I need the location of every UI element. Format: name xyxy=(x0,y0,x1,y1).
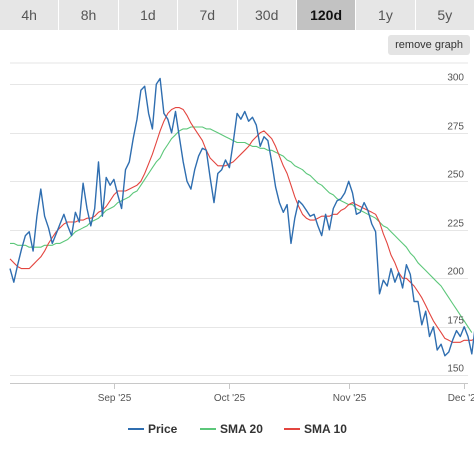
x-tick-label: Nov '25 xyxy=(333,393,367,404)
series-line-price xyxy=(9,77,474,357)
y-tick-label: 175 xyxy=(447,316,464,327)
legend-label: Price xyxy=(148,422,178,436)
x-tick-label: Oct '25 xyxy=(214,393,246,404)
x-tick-label: Dec '25 xyxy=(448,393,474,404)
y-tick-label: 250 xyxy=(447,170,464,181)
series-line-sma-20 xyxy=(10,126,473,333)
chart-legend: Price SMA 20 SMA 10 xyxy=(128,422,347,436)
remove-graph-button[interactable]: remove graph xyxy=(388,35,470,55)
chart-grid xyxy=(10,62,468,376)
legend-item[interactable]: SMA 10 xyxy=(284,422,347,436)
legend-label: SMA 10 xyxy=(304,422,347,436)
tab-5y[interactable]: 5y xyxy=(415,0,474,30)
y-tick-label: 225 xyxy=(447,219,464,230)
legend-label: SMA 20 xyxy=(220,422,263,436)
tab-4h[interactable]: 4h xyxy=(0,0,60,30)
chart-series xyxy=(9,77,474,357)
x-axis: Sep '25 Oct '25 Nov '25 Dec '25 xyxy=(10,383,474,404)
y-axis: 150 175 200 225 250 275 300 xyxy=(447,73,464,375)
legend-item[interactable]: SMA 20 xyxy=(200,422,263,436)
x-tick-label: Sep '25 xyxy=(98,393,132,404)
y-tick-label: 200 xyxy=(447,267,464,278)
tab-8h[interactable]: 8h xyxy=(59,0,119,30)
y-tick-label: 300 xyxy=(447,73,464,84)
tab-120d[interactable]: 120d xyxy=(296,0,357,30)
y-tick-label: 275 xyxy=(447,122,464,133)
tab-1d[interactable]: 1d xyxy=(118,0,179,30)
tab-1y[interactable]: 1y xyxy=(356,0,416,30)
tab-30d[interactable]: 30d xyxy=(237,0,297,30)
legend-item[interactable]: Price xyxy=(128,422,178,436)
timeframe-tabs: 4h 8h 1d 7d 30d 120d 1y 5y xyxy=(0,0,474,30)
y-tick-label: 150 xyxy=(447,364,464,375)
tab-7d[interactable]: 7d xyxy=(178,0,238,30)
series-line-sma-10 xyxy=(9,107,474,343)
